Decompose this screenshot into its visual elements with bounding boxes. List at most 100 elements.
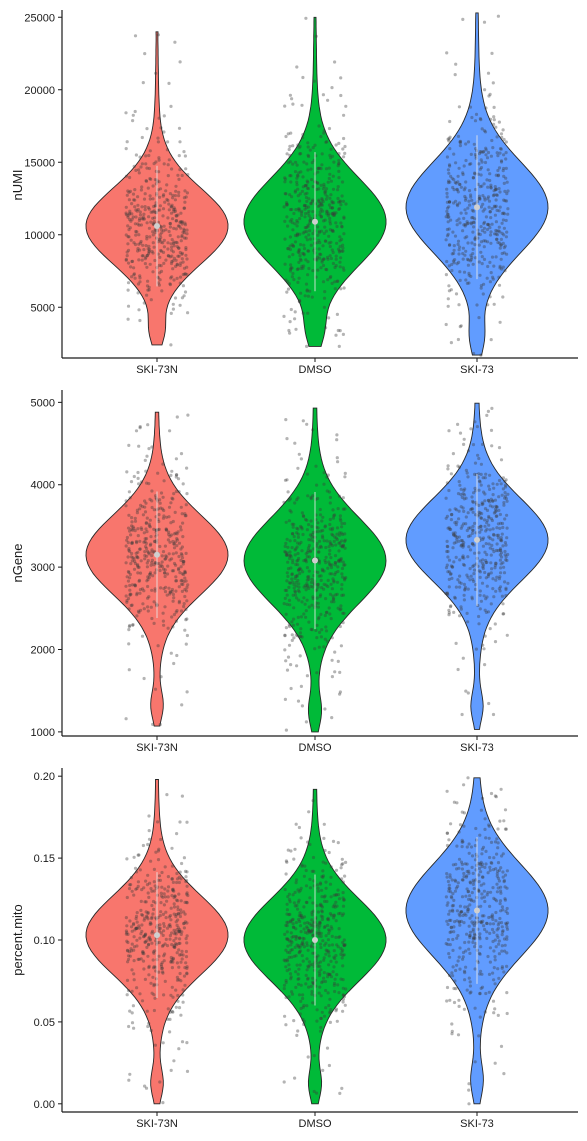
jitter-point	[305, 183, 309, 187]
jitter-point	[491, 547, 495, 551]
jitter-point	[288, 539, 292, 543]
jitter-point	[150, 915, 154, 919]
jitter-point	[143, 977, 147, 982]
jitter-point	[331, 206, 335, 210]
jitter-point	[319, 167, 323, 171]
jitter-point	[290, 935, 294, 939]
jitter-point	[175, 880, 179, 885]
jitter-point	[493, 955, 497, 959]
jitter-point	[466, 691, 470, 695]
jitter-point	[304, 588, 308, 592]
jitter-point	[179, 953, 183, 957]
jitter-point	[175, 241, 179, 245]
jitter-point	[132, 474, 136, 479]
jitter-point	[161, 241, 165, 245]
jitter-point	[297, 936, 301, 940]
jitter-point	[160, 870, 164, 875]
jitter-point	[128, 549, 132, 554]
jitter-point	[147, 964, 151, 969]
jitter-point	[286, 287, 291, 291]
jitter-point	[185, 892, 189, 896]
jitter-point	[455, 188, 459, 192]
jitter-point	[322, 822, 326, 826]
jitter-point	[138, 507, 142, 511]
jitter-point	[469, 195, 473, 199]
jitter-point	[305, 584, 310, 588]
jitter-point	[338, 265, 342, 269]
jitter-point	[338, 608, 342, 612]
jitter-point	[483, 207, 487, 211]
jitter-point	[176, 235, 180, 239]
jitter-point	[148, 571, 153, 575]
jitter-point	[147, 215, 151, 219]
jitter-point	[446, 526, 450, 530]
jitter-point	[342, 136, 346, 141]
jitter-point	[335, 538, 339, 542]
jitter-point	[184, 551, 188, 556]
jitter-point	[490, 913, 494, 917]
jitter-point	[295, 65, 299, 69]
jitter-point	[338, 1091, 342, 1095]
jitter-point	[128, 209, 132, 213]
jitter-point	[472, 221, 476, 225]
jitter-point	[171, 497, 175, 501]
jitter-point	[326, 584, 330, 589]
jitter-point	[148, 197, 152, 201]
jitter-point	[134, 926, 139, 931]
jitter-point	[147, 895, 151, 900]
jitter-point	[125, 535, 129, 540]
jitter-point	[133, 519, 138, 523]
jitter-point	[174, 264, 178, 268]
jitter-point	[150, 499, 154, 503]
jitter-point	[488, 500, 492, 504]
jitter-point	[334, 900, 338, 904]
jitter-point	[336, 196, 340, 201]
jitter-point	[285, 579, 289, 583]
jitter-point	[454, 555, 458, 560]
jitter-point	[489, 791, 494, 796]
jitter-point	[138, 547, 142, 551]
jitter-point	[329, 582, 333, 586]
jitter-point	[340, 956, 344, 960]
jitter-point	[341, 953, 345, 957]
jitter-point	[305, 162, 309, 166]
jitter-point	[145, 565, 149, 569]
jitter-point	[184, 167, 188, 171]
jitter-point	[303, 602, 307, 606]
jitter-point	[455, 202, 459, 206]
jitter-point	[496, 846, 500, 850]
jitter-point	[338, 517, 342, 521]
jitter-point	[324, 934, 328, 938]
jitter-point	[497, 446, 502, 450]
jitter-point	[307, 586, 311, 591]
jitter-point	[183, 221, 187, 225]
jitter-point	[316, 605, 320, 609]
jitter-point	[168, 1017, 172, 1022]
jitter-point	[170, 877, 174, 881]
jitter-point	[147, 447, 151, 451]
jitter-point	[130, 1021, 135, 1025]
jitter-point	[142, 212, 146, 216]
jitter-point	[321, 93, 325, 97]
jitter-point	[154, 160, 158, 164]
jitter-point	[327, 316, 331, 320]
jitter-point	[150, 903, 154, 908]
jitter-point	[292, 901, 296, 905]
jitter-point	[135, 230, 139, 234]
jitter-point	[316, 166, 320, 171]
jitter-point	[488, 473, 492, 477]
jitter-point	[310, 161, 314, 165]
jitter-point	[333, 265, 337, 270]
jitter-point	[341, 997, 345, 1001]
jitter-point	[127, 628, 131, 632]
jitter-point	[151, 270, 155, 274]
jitter-point	[316, 954, 320, 958]
jitter-point	[333, 977, 337, 981]
jitter-point	[307, 538, 311, 542]
jitter-point	[480, 921, 484, 925]
jitter-point	[288, 912, 292, 917]
jitter-point	[185, 884, 189, 888]
jitter-point	[449, 918, 453, 923]
jitter-point	[185, 966, 189, 971]
